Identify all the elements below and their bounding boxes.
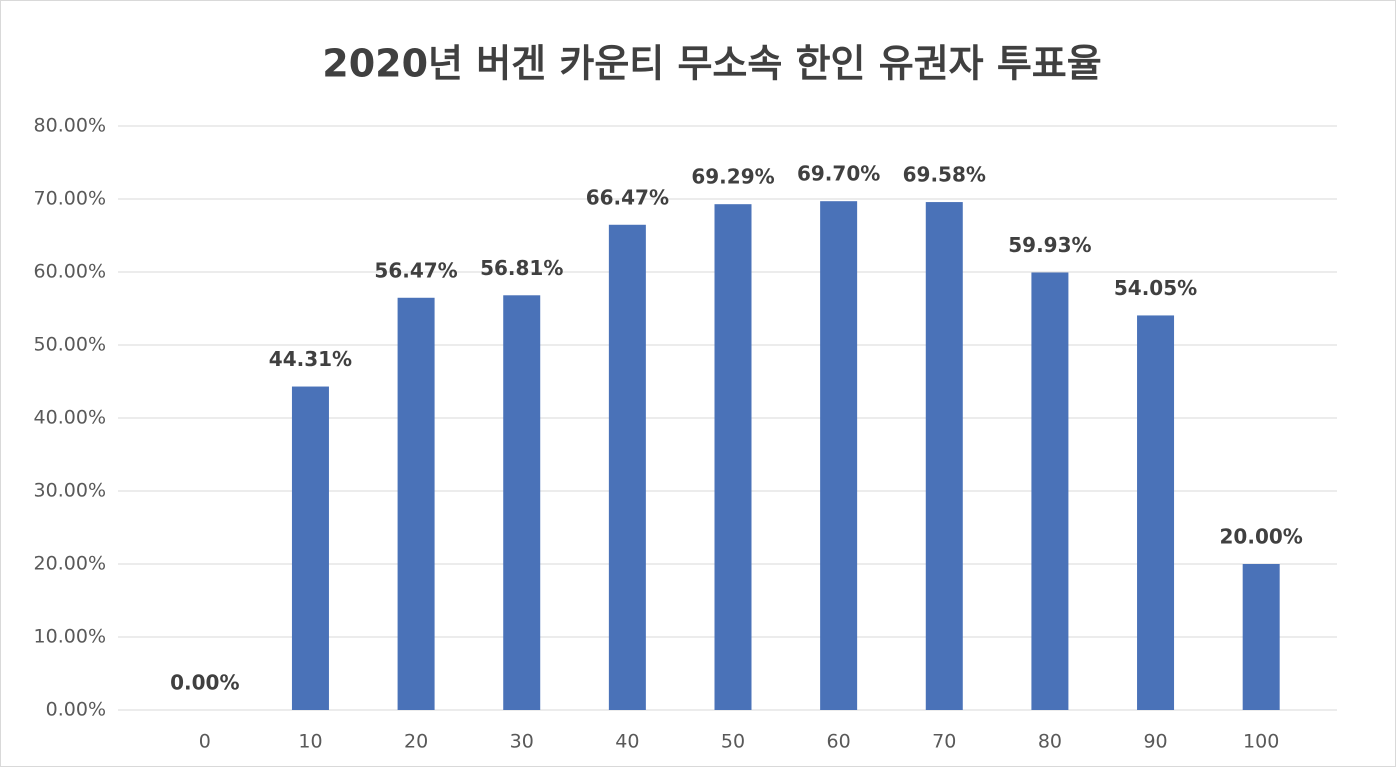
- y-tick-label: 80.00%: [34, 115, 106, 137]
- x-tick-label: 60: [827, 731, 851, 753]
- x-tick-label: 20: [404, 731, 428, 753]
- y-tick-label: 30.00%: [34, 480, 106, 502]
- y-tick-label: 50.00%: [34, 334, 106, 356]
- y-tick-label: 40.00%: [34, 407, 106, 429]
- bar: [1242, 564, 1280, 710]
- x-tick-label: 10: [298, 731, 322, 753]
- x-tick-label: 70: [932, 731, 956, 753]
- bar: [503, 295, 541, 710]
- data-label: 56.81%: [480, 256, 563, 280]
- data-label: 69.29%: [691, 165, 774, 189]
- y-tick-label: 10.00%: [34, 626, 106, 648]
- x-tick-label: 50: [721, 731, 745, 753]
- data-label: 0.00%: [170, 671, 239, 695]
- y-tick-label: 60.00%: [34, 261, 106, 283]
- bar: [714, 204, 752, 711]
- bar: [1137, 315, 1175, 710]
- y-tick-label: 0.00%: [46, 699, 106, 721]
- y-tick-label: 20.00%: [34, 553, 106, 575]
- data-label: 69.70%: [797, 162, 880, 186]
- data-label: 69.58%: [903, 163, 986, 187]
- x-tick-label: 30: [510, 731, 534, 753]
- data-label: 54.05%: [1114, 276, 1197, 300]
- data-label: 44.31%: [269, 347, 352, 371]
- data-label: 56.47%: [374, 258, 457, 282]
- bar: [1031, 272, 1069, 710]
- x-tick-label: 90: [1143, 731, 1167, 753]
- data-label: 20.00%: [1220, 525, 1303, 549]
- data-label: 66.47%: [586, 185, 669, 209]
- data-label: 59.93%: [1008, 233, 1091, 257]
- bar: [397, 297, 435, 710]
- x-tick-label: 100: [1243, 731, 1279, 753]
- x-tick-label: 80: [1038, 731, 1062, 753]
- chart-title: 2020년 버겐 카운티 무소속 한인 유권자 투표율: [322, 42, 1101, 86]
- y-tick-label: 70.00%: [34, 188, 106, 210]
- x-tick-label: 40: [615, 731, 639, 753]
- x-tick-label: 0: [199, 731, 211, 753]
- bar: [820, 201, 858, 710]
- bar: [608, 224, 646, 711]
- bar: [925, 202, 963, 711]
- bar: [291, 386, 329, 710]
